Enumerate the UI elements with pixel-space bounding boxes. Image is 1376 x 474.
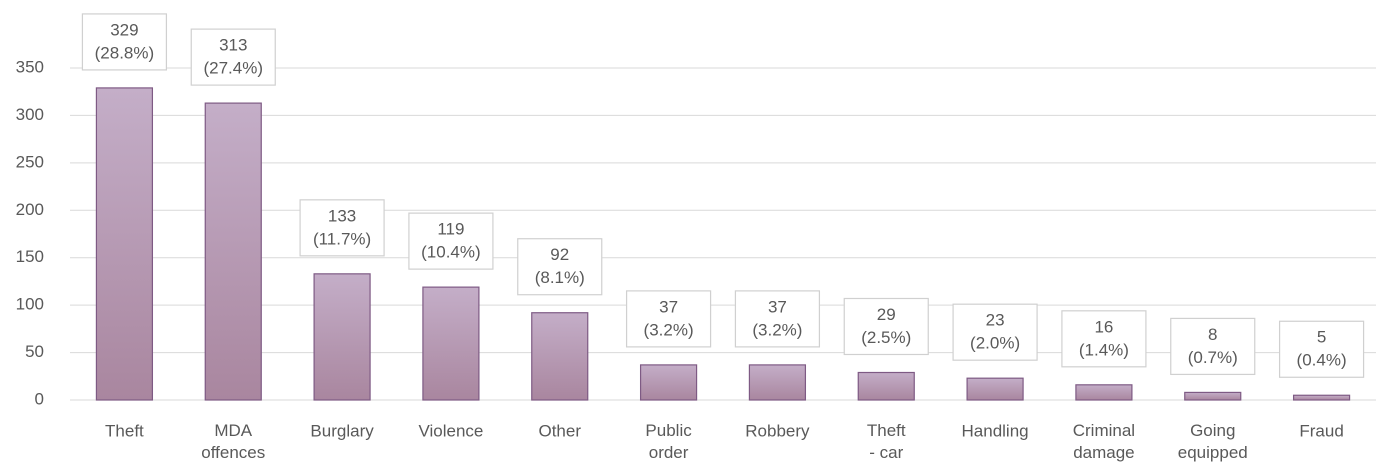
data-label: 29 [877, 305, 896, 324]
data-label-box [1061, 310, 1147, 368]
bar [531, 312, 589, 401]
bar [204, 102, 262, 401]
x-tick-label: Robbery [745, 421, 810, 440]
data-label: (3.2%) [644, 320, 694, 339]
data-label: 133 [328, 206, 356, 225]
data-label: 119 [437, 220, 464, 239]
data-label: (27.4%) [203, 59, 263, 78]
bar [1184, 391, 1242, 401]
data-label-box [1170, 317, 1256, 376]
data-label: (0.4%) [1297, 351, 1347, 370]
x-tick-label: Criminal damage [1073, 421, 1135, 462]
bar [857, 371, 915, 401]
data-label: (0.7%) [1188, 348, 1238, 367]
data-label-box [1278, 320, 1365, 378]
data-label: 23 [986, 311, 1005, 330]
y-tick-label: 0 [35, 389, 44, 408]
x-tick-label: Going equipped [1178, 421, 1248, 462]
data-label: (28.8%) [95, 43, 155, 62]
x-tick-label: Burglary [310, 421, 374, 440]
bar [422, 286, 480, 401]
data-label-box [299, 199, 385, 257]
y-tick-label: 250 [16, 152, 44, 171]
data-label: 92 [550, 245, 569, 264]
y-tick-label: 50 [25, 342, 44, 361]
data-label: 5 [1317, 328, 1326, 347]
y-tick-label: 100 [16, 295, 44, 314]
data-label: (11.7%) [313, 229, 371, 248]
bar [639, 364, 698, 401]
data-label: (1.4%) [1079, 340, 1129, 359]
data-label: (3.2%) [752, 320, 802, 339]
data-label-box [190, 28, 276, 86]
y-tick-label: 150 [16, 247, 44, 266]
y-tick-label: 200 [16, 200, 44, 219]
data-label-box [81, 13, 168, 71]
data-label: 37 [768, 297, 787, 316]
bar [1292, 394, 1351, 401]
y-tick-label: 350 [16, 57, 44, 76]
data-label: (2.5%) [861, 328, 911, 347]
data-label: (8.1%) [535, 268, 585, 287]
bar [966, 377, 1024, 401]
bar [95, 87, 154, 401]
data-label: 8 [1208, 325, 1217, 344]
data-label: 16 [1094, 317, 1113, 336]
bar [748, 364, 807, 401]
data-label-box [843, 297, 929, 356]
data-label: 313 [219, 36, 247, 55]
x-tick-label: Public order [645, 421, 692, 462]
data-label-box [952, 303, 1038, 361]
x-tick-label: Theft - car [867, 421, 906, 462]
x-tick-label: Handling [962, 421, 1029, 440]
data-label-box [734, 290, 821, 348]
x-tick-label: Theft [105, 421, 144, 440]
data-label: (2.0%) [970, 334, 1020, 353]
bar [1075, 384, 1133, 401]
x-tick-label: Violence [418, 421, 483, 440]
bar [313, 273, 371, 401]
x-tick-label: MDA offences [201, 421, 265, 462]
x-tick-label: Fraud [1299, 421, 1343, 440]
data-label: (10.4%) [421, 243, 481, 262]
data-label-box [517, 238, 603, 296]
y-tick-label: 300 [16, 105, 44, 124]
data-label-box [625, 290, 712, 348]
x-tick-label: Other [538, 421, 581, 440]
data-label: 329 [110, 20, 138, 39]
data-label-box [408, 212, 494, 270]
data-label: 37 [659, 297, 678, 316]
